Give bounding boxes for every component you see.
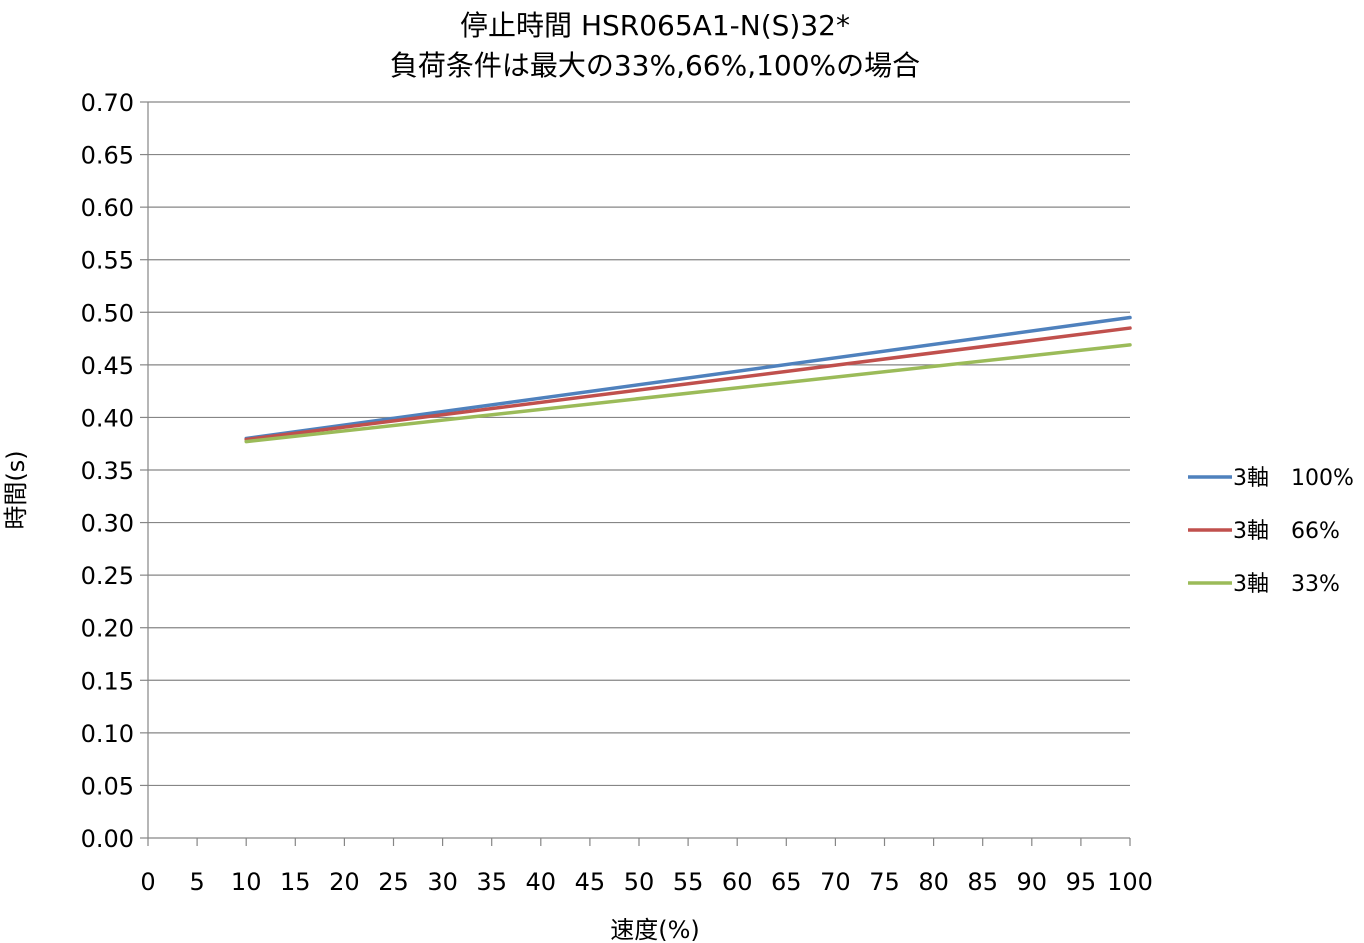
y-tick-label: 0.65 bbox=[81, 142, 134, 170]
y-tick-label: 0.25 bbox=[81, 562, 134, 590]
y-tick-label: 0.70 bbox=[81, 89, 134, 117]
y-tick-label: 0.30 bbox=[81, 510, 134, 538]
x-tick-label: 10 bbox=[231, 868, 262, 896]
x-axis-label: 速度(%) bbox=[610, 916, 700, 943]
y-tick-label: 0.10 bbox=[81, 720, 134, 748]
x-tick-label: 35 bbox=[476, 868, 507, 896]
y-tick-label: 0.05 bbox=[81, 772, 134, 800]
series-line bbox=[244, 326, 1132, 442]
gridlines bbox=[148, 101, 1130, 787]
legend-label: 3軸 66% bbox=[1233, 519, 1340, 544]
x-tick-label: 5 bbox=[189, 868, 204, 896]
x-tick-label: 25 bbox=[378, 868, 409, 896]
x-tick-label: 80 bbox=[918, 868, 949, 896]
series-line bbox=[244, 343, 1132, 444]
x-tick-label: 20 bbox=[329, 868, 360, 896]
legend-label: 3軸 100% bbox=[1233, 466, 1354, 491]
x-tick-label: 30 bbox=[427, 868, 458, 896]
x-tick-label: 60 bbox=[722, 868, 753, 896]
y-tick-label: 0.45 bbox=[81, 352, 134, 380]
legend: 3軸 100% 3軸 66% 3軸 33% bbox=[1188, 466, 1354, 597]
x-tick-label: 45 bbox=[575, 868, 606, 896]
series-line bbox=[244, 315, 1132, 441]
y-tick-labels: 0.00 0.05 0.10 0.15 0.20 0.25 0.30 0.35 0.40 0.45… bbox=[81, 89, 134, 853]
y-tick-label: 0.15 bbox=[81, 667, 134, 695]
y-tick-label: 0.00 bbox=[81, 825, 134, 853]
x-tick-label: 95 bbox=[1066, 868, 1097, 896]
x-tick-label: 65 bbox=[771, 868, 802, 896]
axes bbox=[140, 101, 1131, 846]
x-tick-label: 90 bbox=[1017, 868, 1048, 896]
y-tick-label: 0.50 bbox=[81, 299, 134, 327]
x-tick-label: 55 bbox=[673, 868, 704, 896]
y-tick-label: 0.55 bbox=[81, 247, 134, 275]
series-lines bbox=[244, 315, 1132, 444]
y-tick-label: 0.20 bbox=[81, 615, 134, 643]
y-tick-label: 0.35 bbox=[81, 457, 134, 485]
x-tick-label: 15 bbox=[280, 868, 311, 896]
chart-subtitle: 負荷条件は最大の33%,66%,100%の場合 bbox=[389, 49, 921, 82]
x-tick-label: 85 bbox=[967, 868, 998, 896]
x-tick-label: 75 bbox=[869, 868, 900, 896]
y-tick-label: 0.60 bbox=[81, 194, 134, 222]
x-tick-label: 100 bbox=[1107, 868, 1153, 896]
y-axis-label: 時間(s) bbox=[2, 450, 30, 529]
x-tick-label: 50 bbox=[624, 868, 655, 896]
x-tick-label: 70 bbox=[820, 868, 851, 896]
x-tick-label: 40 bbox=[526, 868, 557, 896]
y-tick-label: 0.40 bbox=[81, 404, 134, 432]
x-tick-label: 0 bbox=[140, 868, 155, 896]
chart-title: 停止時間 HSR065A1-N(S)32* bbox=[460, 9, 850, 42]
legend-label: 3軸 33% bbox=[1233, 572, 1340, 597]
x-tick-labels: 0 5 10 15 20 25 30 35 40 45 50 55 60 65 70 75 80 85 90 95 10… bbox=[140, 868, 1153, 896]
